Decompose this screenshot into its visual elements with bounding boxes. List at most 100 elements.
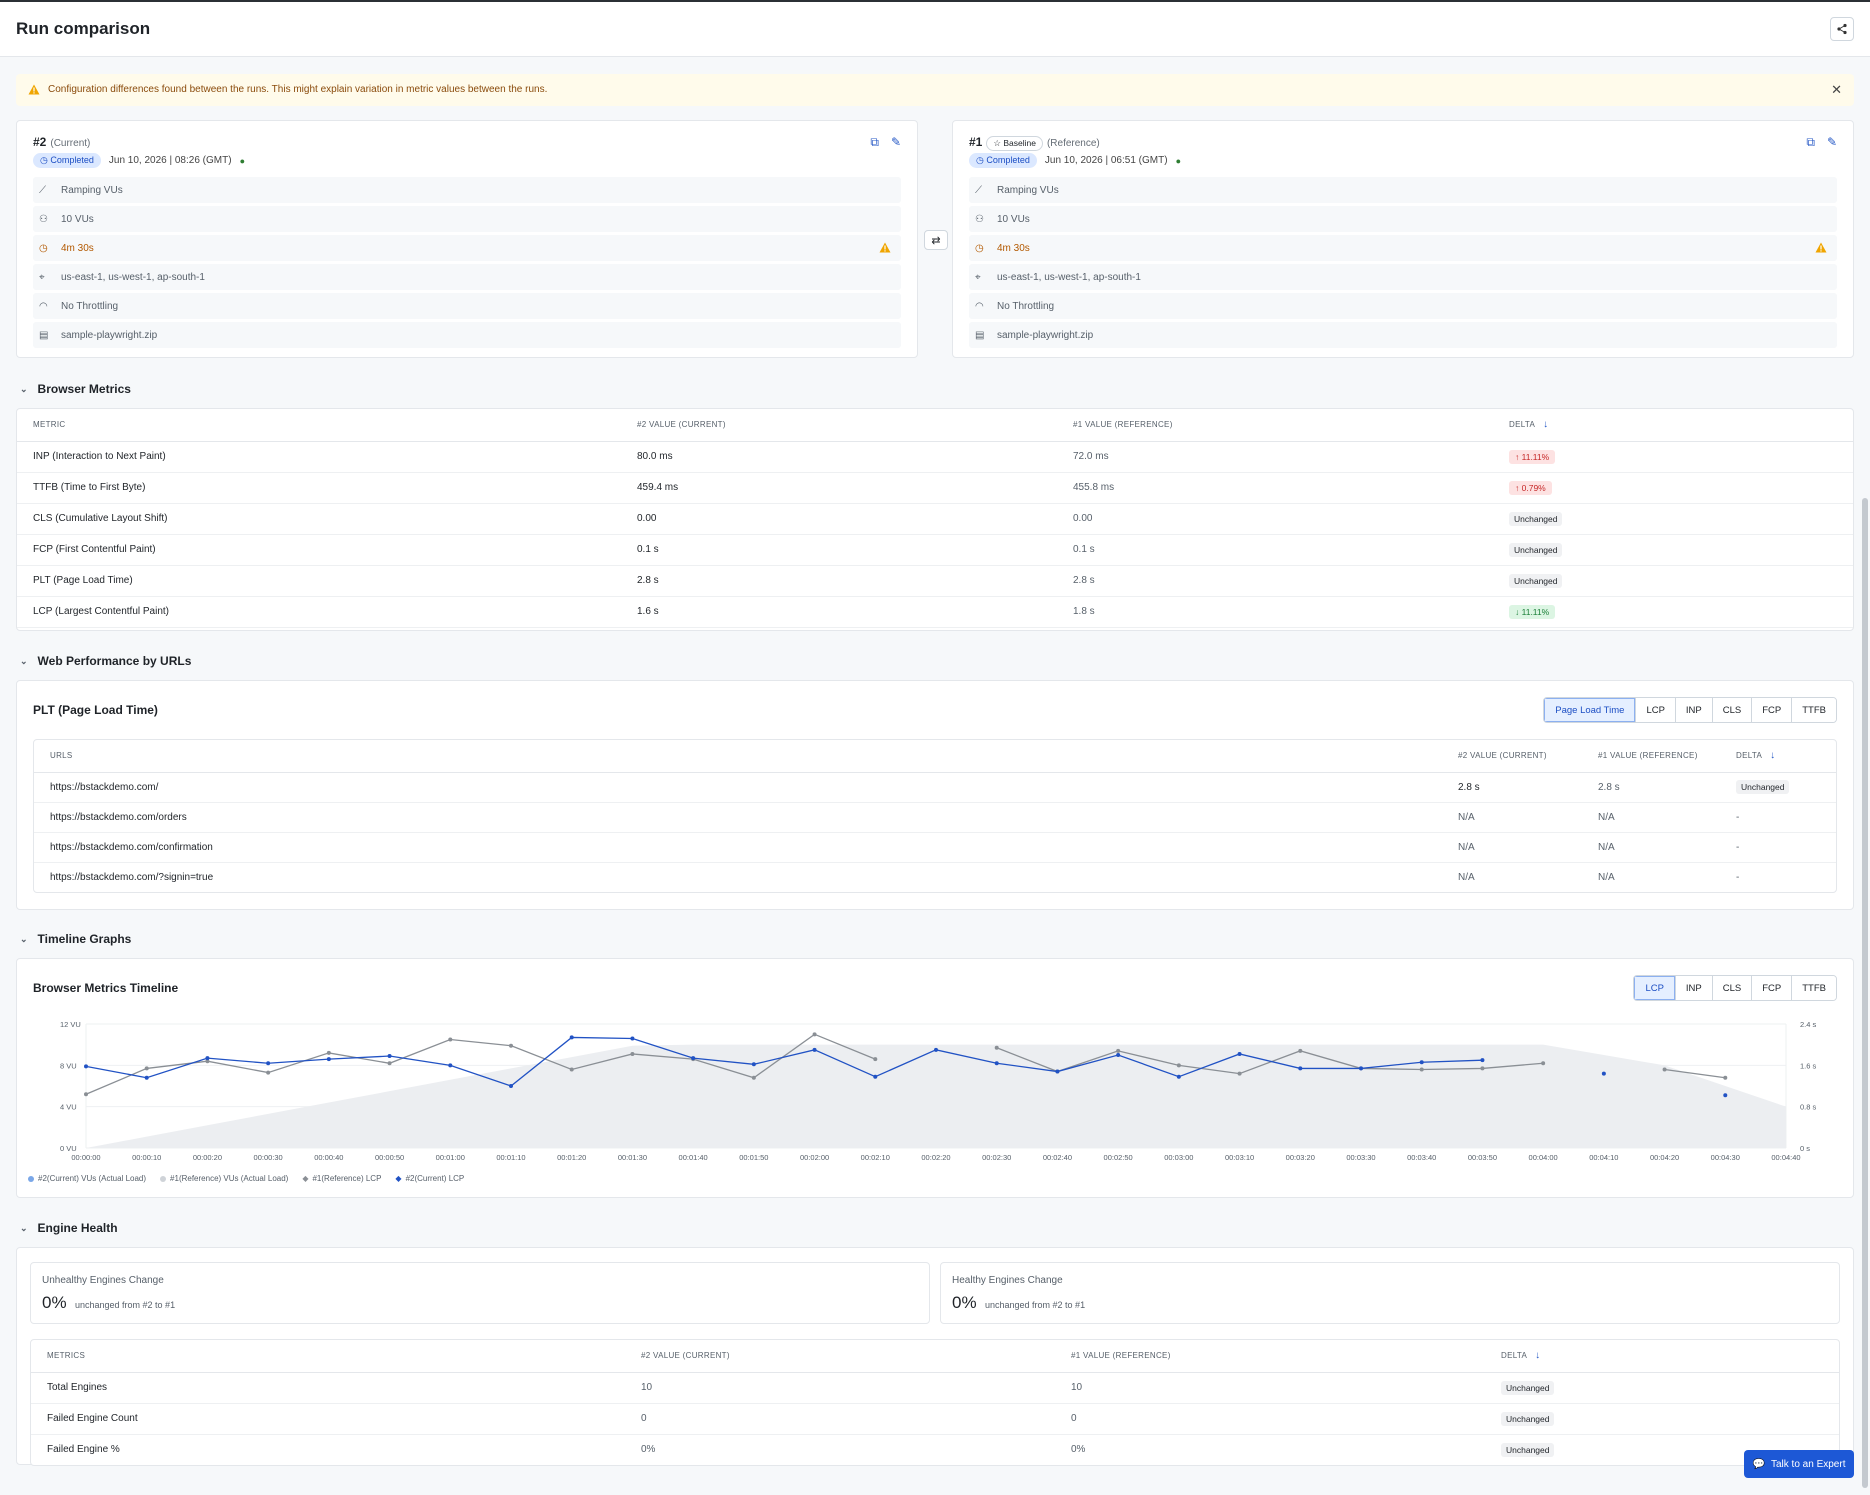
table-row: FCP (First Contentful Paint) 0.1 s 0.1 s Un… xyxy=(17,534,1853,566)
data-point xyxy=(205,1059,210,1064)
web-performance-panel: PLT (Page Load Time) Page Load Time LCP IN… xyxy=(16,680,1854,910)
col-header-current: #2 VALUE (CURRENT) xyxy=(1458,740,1598,773)
delta-badge: ↑ 11.11% xyxy=(1509,449,1556,464)
warning-icon xyxy=(879,242,891,253)
reference-value: 0.00 xyxy=(1073,503,1509,535)
x-tick: 00:04:10 xyxy=(1589,1153,1618,1162)
chevron-down-icon: ⌄ xyxy=(20,1222,28,1233)
data-point xyxy=(569,1067,574,1072)
swap-icon: ⇄ xyxy=(931,234,941,247)
data-point xyxy=(205,1056,210,1061)
data-point xyxy=(751,1075,756,1080)
delta-cell: Unchanged xyxy=(1509,534,1853,566)
config-row-vus: ⚇ 10 VUs xyxy=(33,206,901,232)
current-value: 0.00 xyxy=(637,503,1073,535)
tab-page-load-time[interactable]: Page Load Time xyxy=(1544,698,1636,722)
share-button[interactable] xyxy=(1830,17,1854,41)
tab-fcp[interactable]: FCP xyxy=(1751,698,1792,722)
col-header-metric: METRIC xyxy=(17,409,637,442)
open-external-icon[interactable]: ⧉ xyxy=(870,135,879,149)
browser-metrics-table: METRIC #2 VALUE (CURRENT) #1 VALUE (REFE… xyxy=(16,408,1854,631)
section-browser-metrics[interactable]: ⌄ Browser Metrics xyxy=(20,382,131,396)
data-point xyxy=(387,1054,392,1059)
current-value: 1.6 s xyxy=(637,596,1073,628)
x-tick: 00:02:50 xyxy=(1104,1153,1133,1162)
table-row: TTFB (Time to First Byte) 459.4 ms 455.8 m… xyxy=(17,472,1853,504)
sort-arrow-icon: ↓ xyxy=(1770,750,1776,762)
tab-ttfb[interactable]: TTFB xyxy=(1791,698,1836,722)
data-point xyxy=(1541,1061,1546,1066)
metric-name: Failed Engine Count xyxy=(31,1403,641,1435)
web-perf-subtitle: PLT (Page Load Time) xyxy=(33,703,158,717)
tab-lcp[interactable]: LCP xyxy=(1634,976,1675,1000)
current-value: 0.1 s xyxy=(637,534,1073,566)
location-icon: ⌖ xyxy=(975,271,981,283)
tab-inp[interactable]: INP xyxy=(1674,698,1712,722)
tab-inp[interactable]: INP xyxy=(1674,976,1712,1000)
vu-area xyxy=(86,1044,1786,1148)
legend-item: #1(Reference) VUs (Actual Load) xyxy=(160,1174,288,1183)
warning-icon xyxy=(1815,242,1827,253)
reference-value: N/A xyxy=(1598,832,1736,863)
delta-badge: Unchanged xyxy=(1736,780,1790,794)
delta-cell: Unchanged xyxy=(1501,1372,1839,1404)
metric-tab-group: Page Load Time LCP INP CLS FCP TTFB xyxy=(1543,697,1837,723)
col-header-delta[interactable]: DELTA ↓ xyxy=(1509,409,1853,442)
delta-cell: ↓ 11.11% xyxy=(1509,596,1853,628)
reference-value: 0.1 s xyxy=(1073,534,1509,566)
current-value: N/A xyxy=(1458,802,1598,833)
edit-icon[interactable]: ✎ xyxy=(1826,135,1837,149)
chevron-down-icon: ⌄ xyxy=(20,383,28,394)
page-title: Run comparison xyxy=(16,19,151,38)
talk-to-expert-button[interactable]: 💬 Talk to an Expert xyxy=(1744,1450,1854,1478)
file-icon: ▤ xyxy=(39,329,49,341)
tab-lcp[interactable]: LCP xyxy=(1635,698,1675,722)
y-right-tick: 1.6 s xyxy=(1800,1061,1817,1070)
data-point xyxy=(1480,1066,1485,1071)
col-header-reference: #1 VALUE (REFERENCE) xyxy=(1598,740,1736,773)
reference-value: 455.8 ms xyxy=(1073,472,1509,504)
tab-fcp[interactable]: FCP xyxy=(1751,976,1792,1000)
data-point xyxy=(387,1061,392,1066)
tab-ttfb[interactable]: TTFB xyxy=(1791,976,1836,1000)
gauge-icon: ◠ xyxy=(975,300,984,312)
col-header-delta[interactable]: DELTA ↓ xyxy=(1501,1340,1839,1373)
config-warning-banner: Configuration differences found between … xyxy=(16,74,1854,106)
file-icon: ▤ xyxy=(975,329,985,341)
data-point xyxy=(326,1057,331,1062)
col-header-delta[interactable]: DELTA ↓ xyxy=(1736,740,1836,773)
delta-badge: Unchanged xyxy=(1509,573,1563,588)
close-icon[interactable]: ✕ xyxy=(1831,82,1842,97)
y-left-tick: 8 VU xyxy=(60,1061,77,1070)
section-engine-health[interactable]: ⌄ Engine Health xyxy=(20,1221,118,1235)
delta-cell: - xyxy=(1736,802,1836,833)
x-tick: 00:01:40 xyxy=(679,1153,708,1162)
chevron-down-icon: ⌄ xyxy=(20,655,28,666)
tab-cls[interactable]: CLS xyxy=(1711,698,1752,722)
sort-arrow-icon: ↓ xyxy=(1535,1350,1541,1362)
chart-legend: #2(Current) VUs (Actual Load) #1(Referen… xyxy=(28,1174,464,1183)
section-timeline-graphs[interactable]: ⌄ Timeline Graphs xyxy=(20,932,132,946)
location-icon: ⌖ xyxy=(39,271,45,283)
metric-name: Failed Engine % xyxy=(31,1434,641,1465)
config-row-script: ▤ sample-playwright.zip xyxy=(969,322,1837,348)
section-web-performance[interactable]: ⌄ Web Performance by URLs xyxy=(20,654,192,668)
current-value: 0% xyxy=(641,1434,1071,1465)
table-row: https://bstackdemo.com/2.8 s 2.8 s Unchang… xyxy=(34,772,1836,803)
table-row: Failed Engine Count 0 0 Unchanged xyxy=(31,1403,1839,1435)
tab-cls[interactable]: CLS xyxy=(1711,976,1752,1000)
page-scrollbar[interactable] xyxy=(1862,498,1868,1488)
col-header-current: #2 VALUE (CURRENT) xyxy=(641,1340,1071,1373)
run-number: #2 (Current) xyxy=(33,135,91,149)
x-tick: 00:03:10 xyxy=(1225,1153,1254,1162)
swap-runs-button[interactable]: ⇄ xyxy=(924,230,948,250)
col-header-metrics: METRICS xyxy=(31,1340,641,1373)
x-tick: 00:03:20 xyxy=(1286,1153,1315,1162)
open-external-icon[interactable]: ⧉ xyxy=(1806,135,1815,149)
edit-icon[interactable]: ✎ xyxy=(890,135,901,149)
y-left-tick: 0 VU xyxy=(60,1144,77,1153)
reference-value: 10 xyxy=(1071,1372,1501,1404)
baseline-badge: ☆ Baseline xyxy=(986,136,1043,151)
arrow-down-icon: ↓ xyxy=(1515,606,1522,617)
